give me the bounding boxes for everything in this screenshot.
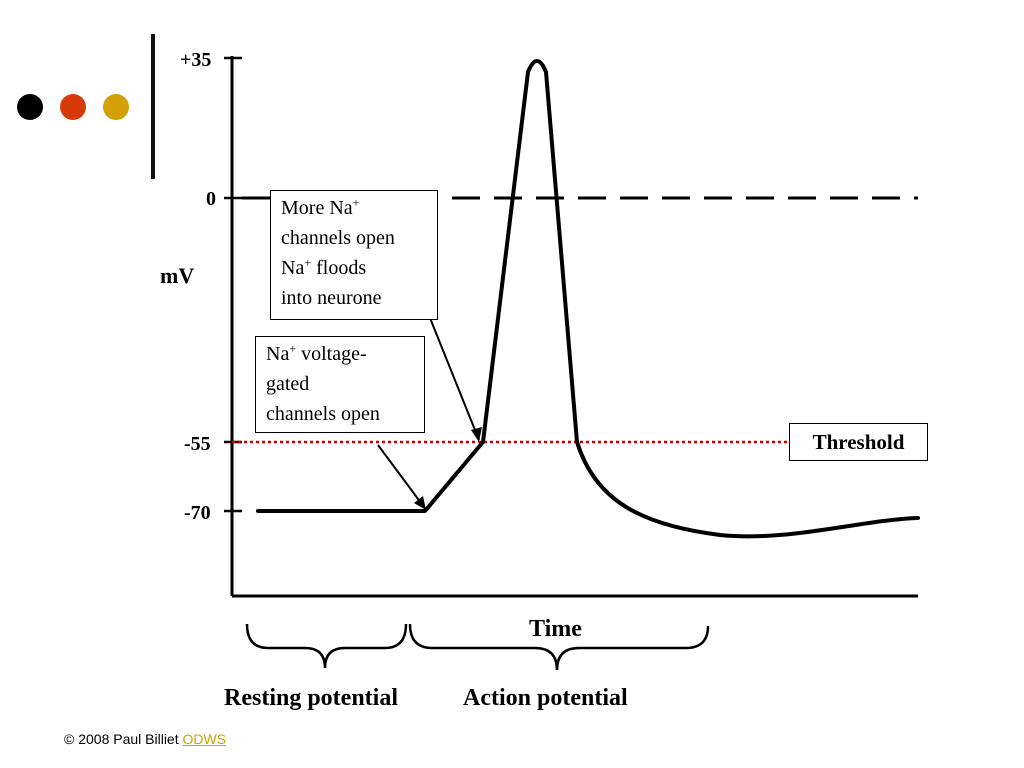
tick-label-minus55: -55 bbox=[184, 433, 211, 455]
annotation-line: Na+ voltage- bbox=[266, 341, 367, 365]
annotation-line: channels open bbox=[266, 403, 380, 425]
arrow-na-voltage bbox=[377, 444, 425, 508]
copyright-text: © 2008 Paul Billiet bbox=[64, 731, 183, 747]
action-potential-label: Action potential bbox=[463, 685, 628, 711]
arrow-more-na bbox=[429, 317, 480, 441]
decor-vertical-bar bbox=[151, 34, 155, 179]
arrow-na-voltage-head bbox=[414, 496, 426, 510]
annotation-na-voltage-gated: Na+ voltage- gated channels open bbox=[255, 336, 425, 433]
decor-dot-gold bbox=[103, 94, 129, 120]
action-brace bbox=[408, 623, 710, 671]
tick-label-plus35: +35 bbox=[180, 49, 211, 71]
annotation-line: Na+ floods bbox=[281, 255, 367, 279]
footer-copyright: © 2008 Paul Billiet ODWS bbox=[64, 731, 226, 747]
action-potential-curve bbox=[256, 59, 920, 539]
decor-dot-black bbox=[17, 94, 43, 120]
arrow-more-na-head bbox=[471, 427, 482, 442]
resting-brace bbox=[245, 623, 408, 669]
odws-link[interactable]: ODWS bbox=[182, 731, 227, 747]
annotation-line: gated bbox=[266, 373, 310, 395]
annotation-more-na-channels: More Na+ channels open Na+ floods into n… bbox=[270, 190, 438, 320]
y-axis-unit-label: mV bbox=[160, 263, 194, 288]
threshold-label: Threshold bbox=[789, 423, 928, 461]
annotation-line: channels open bbox=[281, 227, 395, 249]
annotation-line: into neurone bbox=[281, 287, 382, 309]
decor-dot-red bbox=[60, 94, 86, 120]
x-axis-label: Time bbox=[529, 616, 582, 642]
resting-potential-label: Resting potential bbox=[224, 685, 398, 711]
tick-label-zero: 0 bbox=[206, 188, 216, 210]
tick-label-minus70: -70 bbox=[184, 502, 211, 524]
annotation-line: More Na+ bbox=[281, 195, 360, 219]
